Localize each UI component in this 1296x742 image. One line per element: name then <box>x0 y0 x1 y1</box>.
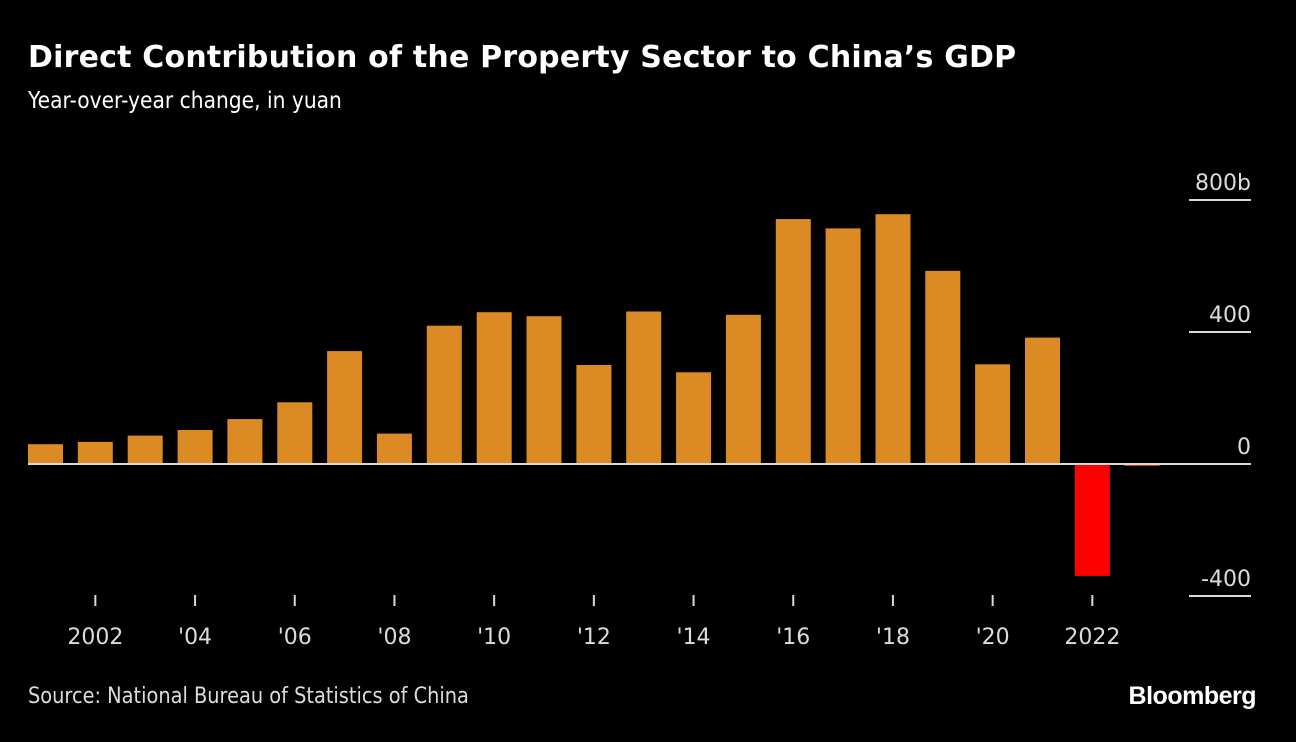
x-tick-label: '04 <box>178 625 212 650</box>
bar-2019 <box>925 270 961 464</box>
x-axis: 2002 '04 '06 '08 '10 '12 '14 '16 '18 '20 2022 <box>67 595 1120 650</box>
bar-2018 <box>875 214 911 464</box>
bar-2013 <box>626 311 662 464</box>
bar-2012 <box>576 365 612 464</box>
x-tick-label: 2022 <box>1064 625 1120 650</box>
bar-2008 <box>376 433 412 464</box>
bar-2017 <box>825 228 861 464</box>
y-tick-label: 0 <box>1237 435 1251 460</box>
x-tick-label: 2002 <box>67 625 123 650</box>
y-tick-label: 400 <box>1209 303 1251 328</box>
y-axis: 800b 400 0 -400 <box>28 171 1251 597</box>
x-tick-label: '10 <box>477 625 511 650</box>
x-tick-label: '18 <box>876 625 910 650</box>
bar-2016 <box>775 219 811 464</box>
bar-2001 <box>28 444 63 464</box>
source-note: Source: National Bureau of Statistics of… <box>28 684 469 709</box>
bar-2003 <box>127 435 163 464</box>
x-tick-label: '16 <box>776 625 810 650</box>
y-tick-label: 800b <box>1195 171 1251 196</box>
bar-2004 <box>177 430 213 464</box>
x-tick-label: '06 <box>278 625 312 650</box>
x-tick-label: '20 <box>976 625 1010 650</box>
y-tick-label: -400 <box>1201 567 1251 592</box>
bar-2006 <box>277 402 313 464</box>
bar-2005 <box>227 419 263 464</box>
x-tick-label: '14 <box>677 625 711 650</box>
chart-subtitle: Year-over-year change, in yuan <box>28 88 342 114</box>
bar-2009 <box>426 325 462 464</box>
x-tick-label: '12 <box>577 625 611 650</box>
bars-group <box>28 214 1160 576</box>
bar-2007 <box>327 351 363 464</box>
x-tick-label: '08 <box>377 625 411 650</box>
bloomberg-logo: Bloomberg <box>1128 682 1257 710</box>
bar-2022 <box>1074 464 1110 576</box>
bar-2011 <box>526 316 562 464</box>
bar-2020 <box>975 364 1011 464</box>
bar-2015 <box>725 314 761 464</box>
bar-2021 <box>1025 337 1060 464</box>
bar-2010 <box>476 312 512 464</box>
bar-2002 <box>77 441 113 464</box>
chart-title: Direct Contribution of the Property Sect… <box>28 40 1017 75</box>
bar-2014 <box>676 372 712 464</box>
